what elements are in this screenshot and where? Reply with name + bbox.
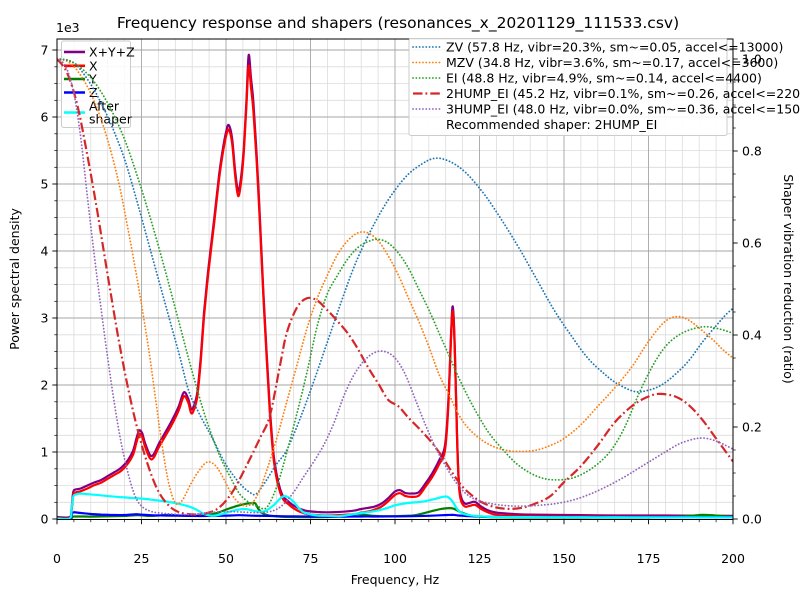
y-right-tick-label: 0.6 (742, 236, 762, 251)
psd-curves (57, 53, 733, 521)
y-axis-right-label: Shaper vibration reduction (ratio) (781, 174, 796, 384)
y-left-tick-label: 6 (41, 110, 49, 125)
legend-shapers: ZV (57.8 Hz, vibr=20.3%, sm~=0.05, accel… (408, 38, 800, 136)
curve-shaper-2hump_ei (57, 58, 733, 516)
y-axis-offset-text: 1e3 (56, 20, 80, 35)
curve-psd-x (57, 64, 733, 520)
legend-psd-label: Z (89, 85, 98, 100)
y-right-tick-label: 1.0 (742, 52, 762, 67)
y-axis-left-label: Power spectral density (7, 208, 22, 350)
x-tick-label: 100 (383, 551, 407, 566)
y-left-tick-label: 5 (41, 177, 49, 192)
x-tick-label: 125 (468, 551, 492, 566)
legend-psd-label: After (89, 99, 120, 114)
chart-title: Frequency response and shapers (resonanc… (117, 14, 679, 33)
curve-psd-after-shaper (57, 492, 733, 521)
x-tick-label: 75 (303, 551, 319, 566)
legend-shaper-label: 3HUMP_EI (48.0 Hz, vibr=0.0%, sm~=0.36, … (446, 101, 800, 116)
y-left-tick-label: 2 (41, 378, 49, 393)
y-left-tick-label: 1 (41, 445, 49, 460)
curve-shaper-zv (57, 58, 733, 496)
x-tick-label: 0 (53, 551, 61, 566)
legend-shaper-label: ZV (57.8 Hz, vibr=20.3%, sm~=0.05, accel… (446, 39, 783, 54)
grid-major (57, 39, 733, 520)
y-left-tick-label: 7 (41, 43, 49, 58)
curve-shaper-mzv (57, 58, 733, 507)
legend-psd-box (61, 40, 131, 128)
legend-recommended-note: Recommended shaper: 2HUMP_EI (446, 117, 657, 132)
legend-psd-label: X (89, 58, 98, 73)
legend-shaper-label: EI (48.8 Hz, vibr=4.9%, sm~=0.14, accel<… (446, 70, 762, 85)
curve-shaper-ei (57, 58, 733, 510)
y-left-tick-label: 3 (41, 311, 49, 326)
x-axis-label: Frequency, Hz (351, 572, 440, 587)
legend-shaper-label: 2HUMP_EI (45.2 Hz, vibr=0.1%, sm~=0.26, … (446, 86, 800, 101)
legend-shaper-label: MZV (34.8 Hz, vibr=3.6%, sm~=0.17, accel… (446, 55, 778, 70)
shaper-curves (57, 58, 733, 516)
legend-psd-label: shaper (89, 112, 133, 127)
x-tick-label: 50 (218, 551, 234, 566)
y-left-tick-label: 4 (41, 244, 49, 259)
y-right-tick-label: 0.2 (742, 420, 762, 435)
x-tick-label: 200 (721, 551, 745, 566)
x-tick-label: 25 (134, 551, 150, 566)
y-right-tick-label: 0.8 (742, 144, 762, 159)
legend-psd-label: X+Y+Z (89, 45, 135, 60)
y-right-tick-label: 0.0 (742, 512, 762, 527)
axis-ticks: 0 25 50 75 100 125 150 175 200 0 1 2 3 4 5 6 7 0.0 0.2 0.4 0… (41, 43, 762, 567)
legend-shapers-box (408, 38, 728, 136)
y-right-tick-label: 0.4 (742, 328, 762, 343)
x-tick-label: 150 (552, 551, 576, 566)
y-left-tick-label: 0 (41, 512, 49, 527)
x-tick-label: 175 (637, 551, 661, 566)
